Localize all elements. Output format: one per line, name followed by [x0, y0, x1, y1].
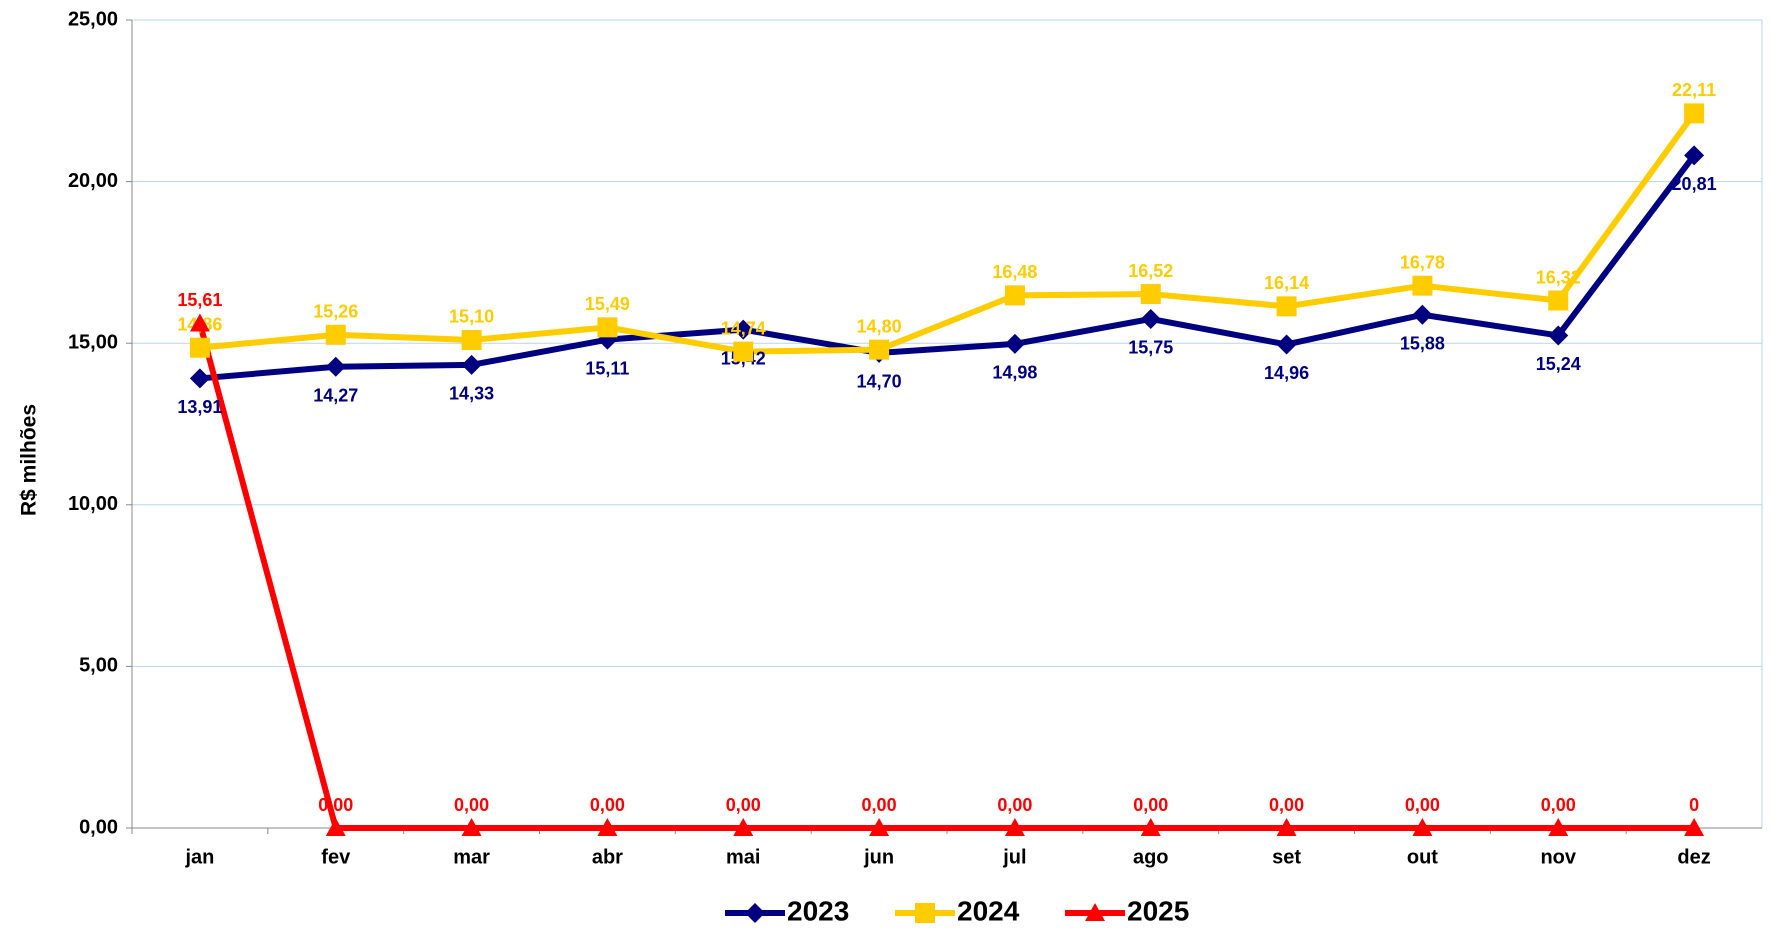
marker: [1140, 308, 1161, 329]
marker: [461, 329, 482, 350]
y-axis-title: R$ milhões: [18, 404, 41, 516]
marker: [1684, 818, 1705, 836]
data-label: 14,74: [721, 318, 766, 338]
marker: [1412, 304, 1433, 325]
marker: [461, 818, 482, 836]
data-label: 15,88: [1400, 334, 1445, 354]
data-label: 14,70: [857, 372, 902, 392]
marker: [733, 818, 754, 836]
marker: [869, 818, 890, 836]
marker: [1684, 145, 1705, 166]
data-label: 0,00: [1269, 795, 1304, 815]
x-tick-label: jul: [1002, 846, 1026, 868]
series-line: [199, 153, 1697, 382]
x-tick-label: mar: [453, 846, 490, 868]
marker: [1548, 818, 1569, 836]
data-label: 14,96: [1264, 363, 1309, 383]
marker: [189, 337, 210, 358]
legend-label: 2024: [957, 895, 1020, 926]
marker: [733, 341, 754, 362]
data-label: 16,52: [1128, 261, 1173, 281]
marker: [733, 319, 754, 340]
marker: [325, 356, 346, 377]
y-tick-label: 15,00: [68, 331, 118, 353]
x-tick-label: fev: [321, 846, 351, 868]
data-label: 16,48: [992, 262, 1037, 282]
x-tick-label: abr: [592, 846, 623, 868]
data-label: 0,00: [862, 795, 897, 815]
marker: [745, 903, 765, 923]
x-tick-label: jan: [184, 846, 214, 868]
y-tick-label: 0,00: [79, 816, 118, 838]
data-label: 0,00: [997, 795, 1032, 815]
series-line: [197, 322, 1695, 831]
data-label: 0,00: [1133, 795, 1168, 815]
data-label: 15,24: [1536, 354, 1581, 374]
x-tick-label: set: [1272, 846, 1301, 868]
marker: [1548, 325, 1569, 346]
data-label: 14,33: [449, 384, 494, 404]
x-tick-label: out: [1407, 846, 1438, 868]
y-tick-label: 10,00: [68, 493, 118, 515]
marker: [869, 339, 890, 360]
data-label: 0,00: [1541, 795, 1576, 815]
marker: [1276, 296, 1297, 317]
legend-label: 2023: [787, 895, 849, 926]
marker: [1004, 333, 1025, 354]
marker: [1412, 275, 1433, 296]
marker: [461, 354, 482, 375]
data-label: 0,00: [318, 795, 353, 815]
marker: [1684, 103, 1705, 124]
data-label: 15,49: [585, 294, 630, 314]
data-label: 16,32: [1536, 267, 1581, 287]
y-tick-label: 25,00: [68, 8, 118, 30]
x-tick-label: dez: [1677, 846, 1710, 868]
data-label: 14,98: [992, 363, 1037, 383]
marker: [189, 368, 210, 389]
data-label: 15,11: [585, 358, 629, 378]
marker: [1548, 290, 1569, 311]
data-label: 13,91: [177, 397, 222, 417]
y-tick-label: 5,00: [79, 655, 118, 677]
data-label: 14,27: [313, 386, 358, 406]
marker: [1140, 818, 1161, 836]
data-label: 0,00: [590, 795, 625, 815]
data-label: 0: [1689, 795, 1699, 815]
marker: [1140, 284, 1161, 305]
marker: [915, 903, 935, 923]
data-label: 14,80: [857, 316, 902, 336]
legend-label: 2025: [1127, 895, 1189, 926]
data-label: 15,61: [177, 290, 222, 310]
data-label: 22,11: [1672, 80, 1716, 100]
marker: [189, 313, 210, 332]
marker: [1276, 334, 1297, 355]
marker: [325, 324, 346, 345]
x-tick-label: nov: [1540, 846, 1576, 868]
y-tick-label: 20,00: [68, 170, 118, 192]
data-label: 15,26: [313, 302, 358, 322]
marker: [1004, 818, 1025, 836]
marker: [597, 818, 618, 836]
x-tick-label: jun: [863, 846, 894, 868]
data-label: 0,00: [454, 795, 489, 815]
marker: [597, 317, 618, 338]
marker: [1412, 818, 1433, 836]
x-tick-label: ago: [1133, 846, 1169, 868]
data-label: 16,14: [1264, 273, 1309, 293]
marker: [1085, 903, 1105, 921]
series-line: [199, 111, 1697, 355]
marker: [325, 818, 346, 836]
data-label: 0,00: [1405, 795, 1440, 815]
data-label: 15,10: [449, 307, 494, 327]
marker: [1276, 818, 1297, 836]
data-label: 16,78: [1400, 252, 1445, 272]
data-label: 15,75: [1128, 338, 1173, 358]
marker: [1004, 285, 1025, 306]
data-label: 20,81: [1672, 174, 1717, 194]
data-label: 0,00: [726, 795, 761, 815]
x-tick-label: mai: [726, 846, 760, 868]
